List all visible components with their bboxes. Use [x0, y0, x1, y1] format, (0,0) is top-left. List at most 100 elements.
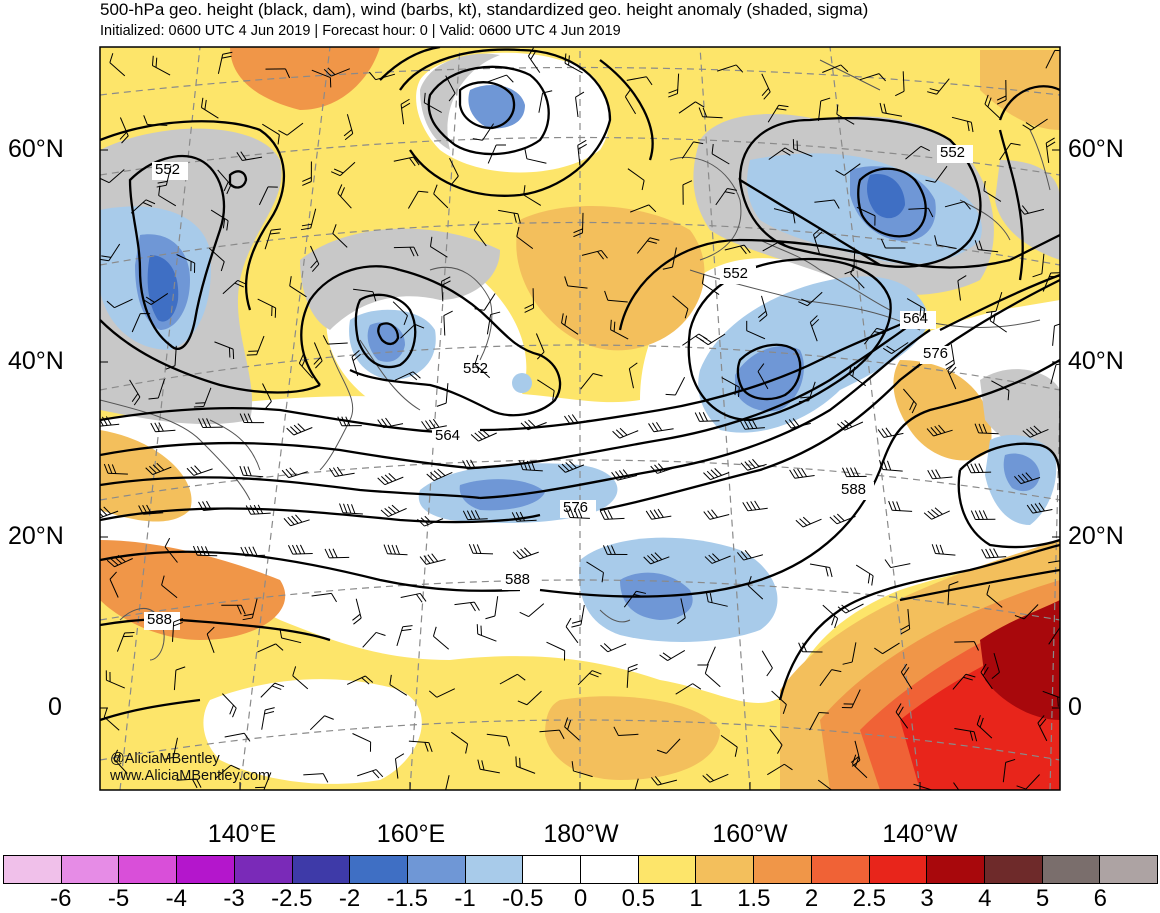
wind-barb	[829, 513, 856, 525]
wind-barb	[264, 228, 281, 250]
wind-barb	[165, 345, 177, 370]
contour-label: 588	[841, 481, 867, 498]
colorbar-swatch	[177, 856, 235, 883]
wind-barb	[100, 416, 120, 427]
wind-barb	[645, 508, 672, 520]
wind-barb	[757, 363, 769, 390]
lat-label-right: 40°N	[1068, 347, 1124, 375]
wind-barb	[309, 715, 334, 731]
wind-barb	[895, 71, 905, 97]
wind-barb	[161, 575, 178, 599]
wind-barb	[119, 117, 129, 144]
wind-barb	[613, 726, 639, 737]
wind-barb	[954, 728, 978, 742]
wind-barb	[408, 740, 433, 753]
wind-barb	[662, 247, 677, 270]
wind-barb	[795, 516, 822, 528]
wind-barb	[353, 288, 377, 302]
wind-barb	[486, 733, 510, 747]
wind-barb	[499, 673, 526, 685]
wind-barb	[362, 631, 386, 648]
wind-barb	[900, 663, 913, 690]
wind-barb	[337, 416, 362, 427]
wind-barb	[524, 149, 547, 164]
anomaly-negative	[867, 174, 905, 219]
wind-barb	[900, 609, 911, 635]
wind-barb	[393, 246, 419, 257]
wind-barb	[527, 47, 541, 73]
wind-barb	[245, 504, 271, 515]
colorbar-swatch	[811, 856, 870, 883]
anomaly-positive	[980, 600, 1060, 720]
wind-barb	[260, 682, 285, 698]
wind-barb	[643, 552, 670, 565]
wind-barb	[610, 319, 629, 340]
colorbar-swatch	[754, 856, 812, 883]
wind-barb	[429, 236, 448, 258]
wind-barb	[281, 467, 308, 479]
colorbar-tick-label: 0	[573, 885, 588, 912]
wind-barb	[705, 592, 728, 607]
colorbar-tick-label: -4	[165, 885, 187, 912]
wind-barb	[158, 185, 177, 207]
colorbar-swatch	[927, 856, 985, 883]
wind-barb	[143, 115, 168, 126]
wind-barb	[222, 279, 247, 295]
wind-barb	[421, 418, 447, 430]
wind-barb	[798, 291, 823, 307]
wind-barb	[486, 311, 501, 335]
wind-barb	[976, 715, 993, 739]
wind-barb	[627, 168, 645, 191]
wind-barb	[400, 323, 425, 339]
wind-barb	[261, 707, 275, 730]
wind-barb	[217, 169, 232, 195]
colorbar-swatch	[292, 856, 351, 883]
wind-barb	[389, 674, 408, 696]
wind-barb	[913, 783, 933, 790]
wind-barb	[351, 350, 361, 377]
wind-barb	[925, 165, 948, 183]
wind-barb	[339, 503, 363, 515]
wind-barb	[564, 276, 588, 289]
anomaly-colorbar	[3, 855, 1158, 884]
anomaly-positive	[230, 47, 380, 110]
wind-barb	[989, 310, 1007, 333]
lon-label: 140°E	[207, 820, 277, 848]
wind-barb	[100, 506, 119, 519]
wind-barb	[300, 208, 317, 231]
colorbar-tick-label: 1	[689, 885, 703, 912]
wind-barb	[433, 184, 449, 209]
wind-barb	[822, 64, 849, 73]
wind-barb	[1052, 322, 1060, 346]
contour-label: 588	[505, 571, 531, 588]
wind-barb	[468, 543, 494, 555]
colorbar-swatch	[407, 856, 466, 883]
wind-barb	[767, 763, 793, 776]
colorbar-tick-label: 1.5	[737, 885, 771, 912]
wind-barb	[923, 507, 950, 520]
wind-barb	[864, 327, 887, 345]
wind-barb	[523, 185, 542, 206]
wind-barb	[1037, 715, 1048, 742]
wind-barb	[462, 459, 488, 470]
wind-barb	[106, 554, 133, 568]
wind-barb	[487, 74, 514, 83]
wind-barb	[809, 711, 829, 731]
wind-barb	[836, 104, 855, 125]
wind-barb	[565, 508, 590, 519]
wind-barb	[668, 73, 680, 98]
wind-barb	[908, 207, 934, 218]
wind-barb	[888, 500, 913, 512]
colorbar-tick-label: -5	[107, 885, 130, 912]
wind-barb	[512, 547, 539, 560]
wind-barb	[761, 650, 773, 677]
wind-barb	[519, 603, 545, 618]
wind-barb	[400, 592, 427, 603]
wind-barb	[947, 363, 957, 390]
wind-barb	[173, 666, 186, 691]
wind-barb	[819, 669, 842, 687]
wind-barb	[818, 97, 831, 121]
wind-barb	[487, 144, 506, 164]
wind-barb	[736, 550, 764, 561]
wind-barb	[224, 732, 251, 742]
